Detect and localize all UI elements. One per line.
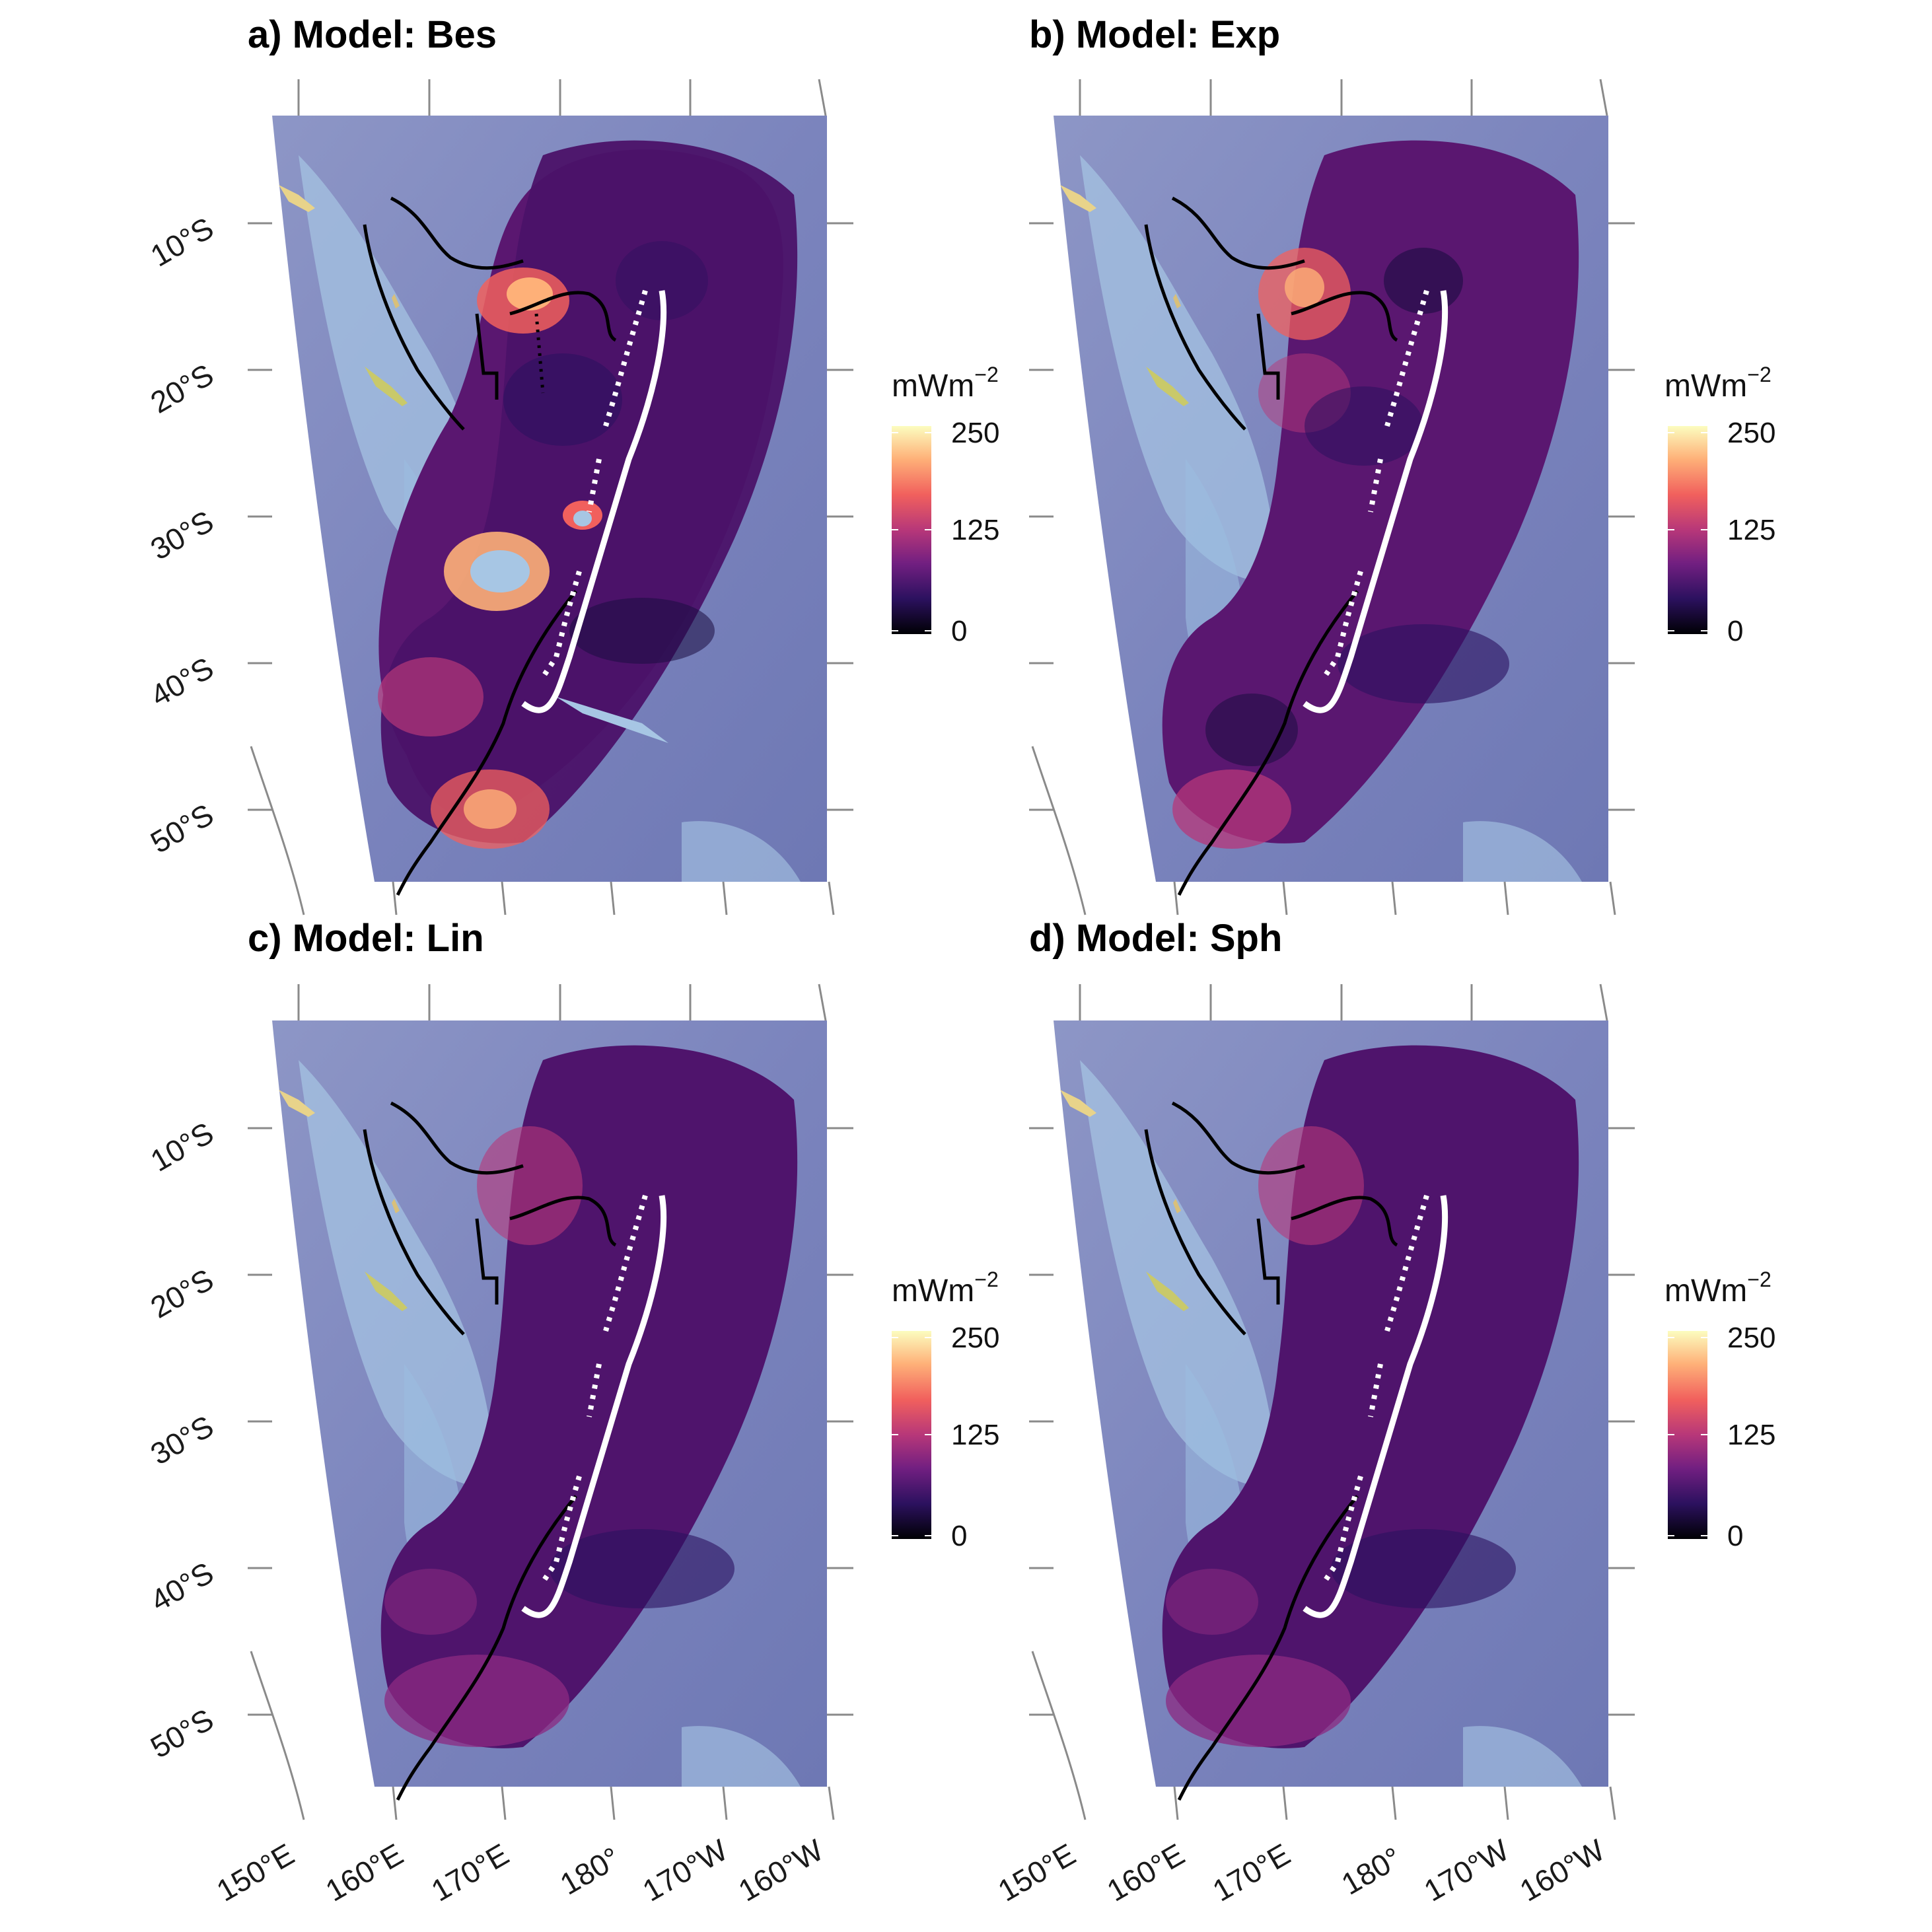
legend-tick: 125 [1727, 1419, 1775, 1451]
lat-label: 40°S [145, 651, 219, 713]
lon-label: 150°E [211, 1837, 300, 1908]
lat-label: 30°S [145, 1409, 219, 1472]
legend-tick: 250 [1727, 1322, 1775, 1354]
lon-label: 170°W [637, 1832, 734, 1908]
lon-label: 180° [554, 1840, 626, 1902]
lon-label: 160°W [1514, 1832, 1611, 1908]
legend-title: mWm−2 [892, 363, 999, 404]
panel-c-map [272, 1020, 827, 1801]
legend-tick: 125 [1727, 514, 1775, 546]
legend-tick: 250 [1727, 417, 1775, 449]
legend-tick: 0 [951, 615, 967, 647]
lat-labels-a: 10°S 20°S 30°S 40°S 50°S [145, 211, 219, 860]
lat-label: 50°S [145, 797, 219, 860]
lon-labels-d: 150°E 160°E 170°E 180° 170°W 160°W [992, 1832, 1611, 1908]
lat-label: 30°S [145, 504, 219, 567]
graticule [248, 79, 1635, 1820]
lon-label: 160°E [320, 1837, 409, 1908]
legend-title: mWm−2 [892, 1268, 999, 1308]
legend-title: mWm−2 [1664, 1268, 1771, 1308]
panel-title-c: c) Model: Lin [248, 917, 484, 960]
lat-label: 40°S [145, 1556, 219, 1618]
legend-d: mWm−2 250 125 0 [1664, 1268, 1775, 1552]
panel-title-b: b) Model: Exp [1029, 13, 1280, 56]
legend-tick: 0 [1727, 615, 1743, 647]
legend-tick: 0 [951, 1520, 967, 1552]
lon-label: 170°E [1207, 1837, 1296, 1908]
lon-labels-c: 150°E 160°E 170°E 180° 170°W 160°W [211, 1832, 830, 1908]
legend-tick: 250 [951, 417, 999, 449]
panel-b-map [1054, 116, 1608, 896]
panel-title-a: a) Model: Bes [248, 13, 497, 56]
lon-label: 160°W [733, 1832, 830, 1908]
lat-label: 20°S [145, 1262, 219, 1325]
panel-a-map [272, 116, 827, 896]
lon-label: 150°E [992, 1837, 1081, 1908]
lon-label: 170°E [425, 1837, 515, 1908]
lon-label: 160°E [1101, 1837, 1190, 1908]
lat-label: 10°S [145, 211, 219, 273]
legend-c: mWm−2 250 125 0 [892, 1268, 999, 1552]
lon-label: 180° [1336, 1840, 1407, 1902]
lon-label: 170°W [1418, 1832, 1515, 1908]
legend-a: mWm−2 250 125 0 [892, 363, 999, 647]
legend-b: mWm−2 250 125 0 [1664, 363, 1775, 647]
legend-tick: 125 [951, 514, 999, 546]
panel-title-d: d) Model: Sph [1029, 917, 1282, 960]
lat-label: 50°S [145, 1702, 219, 1765]
legend-tick: 125 [951, 1419, 999, 1451]
legend-tick: 250 [951, 1322, 999, 1354]
legend-title: mWm−2 [1664, 363, 1771, 404]
lat-label: 10°S [145, 1116, 219, 1178]
lat-labels-c: 10°S 20°S 30°S 40°S 50°S [145, 1116, 219, 1765]
lat-label: 20°S [145, 357, 219, 420]
panel-d-map [1054, 1020, 1608, 1801]
legend-tick: 0 [1727, 1520, 1743, 1552]
